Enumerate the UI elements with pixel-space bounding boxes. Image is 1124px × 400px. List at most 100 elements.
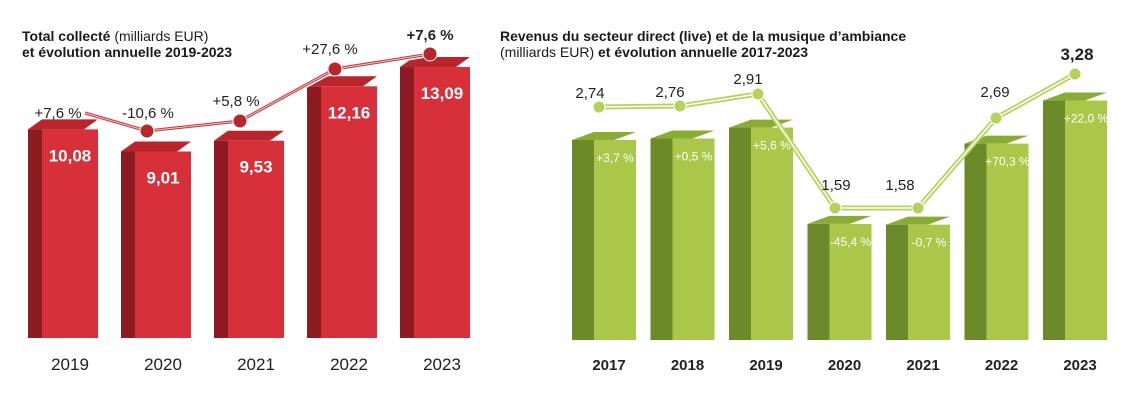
bar-top — [964, 135, 1029, 144]
bar-front — [672, 138, 715, 340]
bar-front — [594, 139, 636, 340]
value-label: 9,53 — [239, 158, 272, 177]
value-label: 2,69 — [980, 84, 1009, 101]
bar-side — [400, 67, 414, 339]
title-unit: (milliards EUR) — [110, 28, 209, 44]
chart-revenus-live: Revenus du secteur direct (live) et de l… — [490, 0, 1124, 400]
change-label: +22,0 % — [1064, 112, 1109, 126]
bar-side — [307, 86, 321, 339]
value-label: 12,16 — [328, 103, 371, 122]
bar-front — [228, 140, 284, 338]
bar-side — [28, 129, 42, 338]
bar-top — [121, 141, 191, 152]
bar-2020 — [121, 141, 191, 338]
value-point — [751, 87, 765, 101]
x-tick-label: 2019 — [749, 357, 782, 374]
x-tick-label: 2022 — [330, 355, 368, 374]
bar-top — [886, 216, 950, 225]
title-line1: Revenus du secteur direct (live) et de l… — [500, 28, 907, 44]
value-point — [1068, 67, 1082, 81]
bar-front — [908, 224, 950, 340]
x-tick-label: 2021 — [237, 355, 275, 374]
bar-front — [42, 129, 98, 338]
value-label: 1,59 — [821, 177, 850, 194]
bar-2019 — [729, 119, 793, 340]
x-tick-label: 2019 — [51, 355, 89, 374]
x-tick-label: 2020 — [828, 357, 861, 374]
change-label: -45,4 % — [830, 235, 872, 249]
bar-2023 — [1043, 92, 1107, 340]
change-label: -0,7 % — [912, 236, 947, 250]
bar-side — [121, 151, 135, 338]
bar-2018 — [650, 130, 715, 340]
x-tick-label: 2018 — [671, 357, 704, 374]
bar-front — [829, 223, 872, 340]
value-label: 2,91 — [733, 71, 762, 88]
bar-front — [414, 67, 470, 339]
x-tick-label: 2022 — [985, 357, 1018, 374]
evolution-point — [422, 46, 438, 62]
value-label: 13,09 — [421, 84, 464, 103]
value-label: 9,01 — [146, 168, 179, 187]
x-tick-label: 2021 — [906, 357, 939, 374]
title-line2: et évolution annuelle 2019-2023 — [22, 44, 233, 60]
bar-chart-svg: +3,7 % 2017 +0,5 % 2018 +5,6 % 2019 -45,4 % 202… — [572, 45, 1109, 374]
bar-top — [729, 119, 793, 128]
evolution-point — [139, 123, 155, 139]
bar-side — [650, 138, 673, 340]
bar-side — [729, 127, 751, 340]
bar-top — [1043, 92, 1107, 101]
bar-front — [1065, 100, 1107, 340]
bar-top — [307, 76, 377, 87]
bar-chart-svg: 10,08 2019 9,01 2020 9,53 2021 12,16 2022 13,09 2… — [28, 27, 470, 374]
x-tick-label: 2023 — [423, 355, 461, 374]
value-point — [592, 100, 606, 114]
change-label: +5,8 % — [212, 93, 259, 110]
title-bold: Total collecté — [22, 28, 111, 44]
title-unit: (milliards EUR) — [500, 44, 595, 60]
bar-2023 — [400, 57, 470, 339]
value-label: 2,76 — [655, 84, 684, 101]
value-label: 1,58 — [885, 177, 914, 194]
bar-side — [214, 140, 228, 338]
bar-2022 — [307, 76, 377, 339]
value-point — [989, 111, 1003, 125]
evolution-point — [232, 113, 248, 129]
bar-side — [964, 143, 987, 340]
bar-top — [572, 131, 636, 140]
chart-total-collecte: Total collecté (milliards EUR) et évolut… — [0, 0, 500, 400]
bar-top — [28, 119, 98, 130]
x-tick-label: 2023 — [1063, 357, 1096, 374]
bar-top — [650, 130, 715, 139]
change-label: +3,7 % — [596, 151, 634, 165]
change-label: +0,5 % — [675, 150, 713, 164]
bar-2017 — [572, 131, 636, 340]
value-label: 3,28 — [1060, 45, 1093, 64]
value-label: 10,08 — [49, 146, 92, 165]
change-label: +5,6 % — [753, 139, 791, 153]
bar-front — [321, 86, 377, 339]
change-label: +7,6 % — [406, 27, 453, 44]
value-point — [911, 201, 925, 215]
x-tick-label: 2020 — [144, 355, 182, 374]
chart-title: Total collecté (milliards EUR) et évolut… — [22, 28, 232, 60]
change-label: +27,6 % — [302, 41, 357, 58]
bar-2022 — [964, 135, 1029, 340]
bar-top — [807, 215, 872, 224]
value-point — [673, 99, 687, 113]
bar-side — [807, 223, 830, 340]
bar-top — [214, 130, 284, 141]
bar-side — [1043, 100, 1065, 340]
bar-2020 — [807, 215, 872, 340]
bar-front — [751, 127, 793, 340]
value-label: 2,74 — [575, 85, 604, 102]
bar-front — [135, 151, 191, 338]
evolution-point — [327, 61, 343, 77]
x-tick-label: 2017 — [592, 357, 625, 374]
bar-front — [986, 143, 1029, 340]
bar-2021 — [886, 216, 950, 340]
bar-2019 — [28, 119, 98, 338]
chart-title: Revenus du secteur direct (live) et de l… — [500, 28, 906, 60]
bar-side — [886, 224, 908, 340]
bar-side — [572, 139, 594, 340]
